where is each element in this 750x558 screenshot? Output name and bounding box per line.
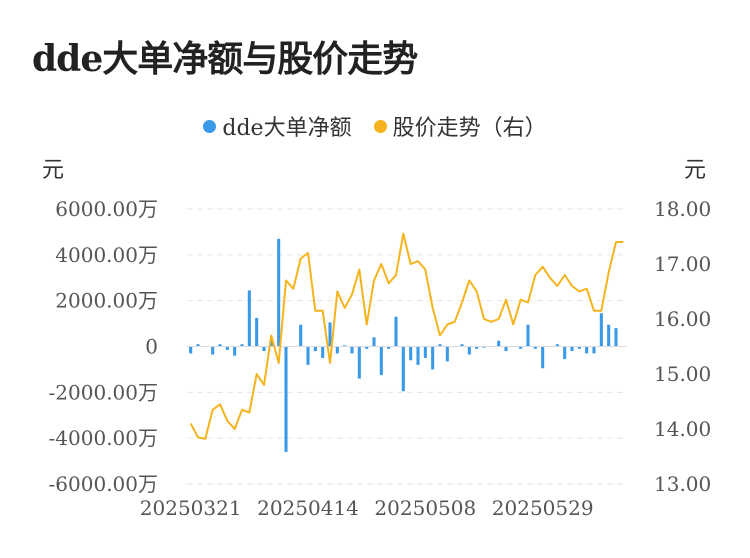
y-left-tick-label: -4000.00万 — [49, 426, 158, 450]
legend-dot-price — [373, 119, 387, 133]
dde-bar[interactable] — [372, 337, 376, 347]
x-tick-label: 20250321 — [140, 496, 242, 520]
y-left-tick-label: 6000.00万 — [55, 197, 158, 221]
dde-bar[interactable] — [306, 346, 310, 365]
right-axis-unit: 元 — [684, 158, 706, 183]
dde-bar[interactable] — [255, 317, 259, 347]
dde-bar[interactable] — [328, 322, 332, 347]
dde-bar[interactable] — [357, 346, 361, 379]
dde-bar[interactable] — [577, 346, 581, 349]
chart-legend: dde大单净额 股价走势（右） — [0, 110, 750, 142]
y-left-tick-label: -6000.00万 — [49, 472, 158, 496]
dde-bar[interactable] — [365, 346, 369, 349]
dde-bar[interactable] — [247, 290, 251, 347]
dde-bar[interactable] — [563, 346, 567, 360]
y-right-tick-label: 15.00 — [654, 362, 711, 386]
dde-bar[interactable] — [475, 346, 479, 349]
dde-bar[interactable] — [269, 339, 273, 347]
y-right-tick-label: 17.00 — [654, 252, 711, 276]
dde-bar[interactable] — [299, 324, 303, 347]
bar-series — [189, 238, 618, 452]
dde-bar[interactable] — [387, 346, 391, 349]
dde-bar[interactable] — [614, 328, 618, 347]
dde-bar[interactable] — [416, 346, 420, 365]
dde-bar[interactable] — [313, 346, 317, 352]
dde-bar[interactable] — [196, 344, 200, 347]
dde-bar[interactable] — [445, 346, 449, 362]
legend-item-price[interactable]: 股价走势（右） — [373, 110, 547, 142]
left-axis-unit: 元 — [42, 158, 64, 183]
dde-bar[interactable] — [284, 346, 288, 452]
dde-bar[interactable] — [431, 346, 435, 370]
dde-bar[interactable] — [343, 345, 347, 347]
dde-bar[interactable] — [438, 344, 442, 347]
dde-bar[interactable] — [526, 324, 530, 347]
dde-bar[interactable] — [335, 346, 339, 354]
chart-title: dde大单净额与股价走势 — [32, 38, 418, 80]
line-series — [189, 232, 624, 440]
dde-bar[interactable] — [350, 346, 354, 354]
dde-bar[interactable] — [409, 346, 413, 361]
legend-dot-dde — [203, 119, 217, 133]
y-right-tick-label: 14.00 — [654, 417, 711, 441]
y-left-tick-label: 0 — [145, 335, 158, 359]
dde-bar[interactable] — [541, 346, 545, 369]
dde-bar[interactable] — [504, 346, 508, 352]
dde-bar[interactable] — [233, 346, 237, 356]
dde-bar[interactable] — [482, 346, 486, 348]
dde-bar[interactable] — [460, 344, 464, 347]
x-tick-label: 20250414 — [257, 496, 359, 520]
dde-bar[interactable] — [533, 346, 537, 349]
x-tick-label: 20250508 — [374, 496, 476, 520]
dde-bar[interactable] — [570, 346, 574, 352]
legend-item-dde[interactable]: dde大单净额 — [203, 110, 352, 142]
y-right-tick-label: 16.00 — [654, 307, 711, 331]
x-tick-label: 20250529 — [492, 496, 594, 520]
legend-label-price: 股价走势（右） — [392, 116, 547, 141]
dde-bar[interactable] — [211, 346, 215, 355]
dde-bar[interactable] — [467, 346, 471, 355]
dde-bar[interactable] — [555, 344, 559, 347]
y-left-tick-label: 4000.00万 — [55, 243, 158, 267]
y-left-tick-label: -2000.00万 — [49, 380, 158, 404]
y-left-tick-label: 2000.00万 — [55, 289, 158, 313]
dde-bar[interactable] — [277, 238, 281, 347]
dde-bar[interactable] — [585, 346, 589, 354]
legend-label-dde: dde大单净额 — [222, 116, 352, 141]
dde-bar[interactable] — [218, 344, 222, 347]
dde-bar[interactable] — [394, 316, 398, 347]
dde-bar[interactable] — [379, 346, 383, 376]
dde-bar[interactable] — [225, 346, 229, 350]
axis-labels: 6000.00万 4000.00万 2000.00万 0 -2000.00万 -4000.… — [49, 197, 712, 520]
dde-bar[interactable] — [189, 346, 193, 354]
dde-bar[interactable] — [423, 346, 427, 358]
y-right-tick-label: 18.00 — [654, 197, 711, 221]
dde-bar[interactable] — [321, 346, 325, 358]
dde-bar[interactable] — [262, 346, 266, 352]
dde-bar[interactable] — [599, 313, 603, 347]
dde-bar[interactable] — [607, 324, 611, 347]
dde-bar[interactable] — [497, 340, 501, 347]
dde-bar[interactable] — [401, 346, 405, 392]
dde-bar[interactable] — [240, 344, 244, 347]
dde-bar[interactable] — [519, 346, 523, 349]
dde-bar[interactable] — [592, 346, 596, 354]
y-right-tick-label: 13.00 — [654, 472, 711, 496]
price-line[interactable] — [189, 232, 624, 440]
